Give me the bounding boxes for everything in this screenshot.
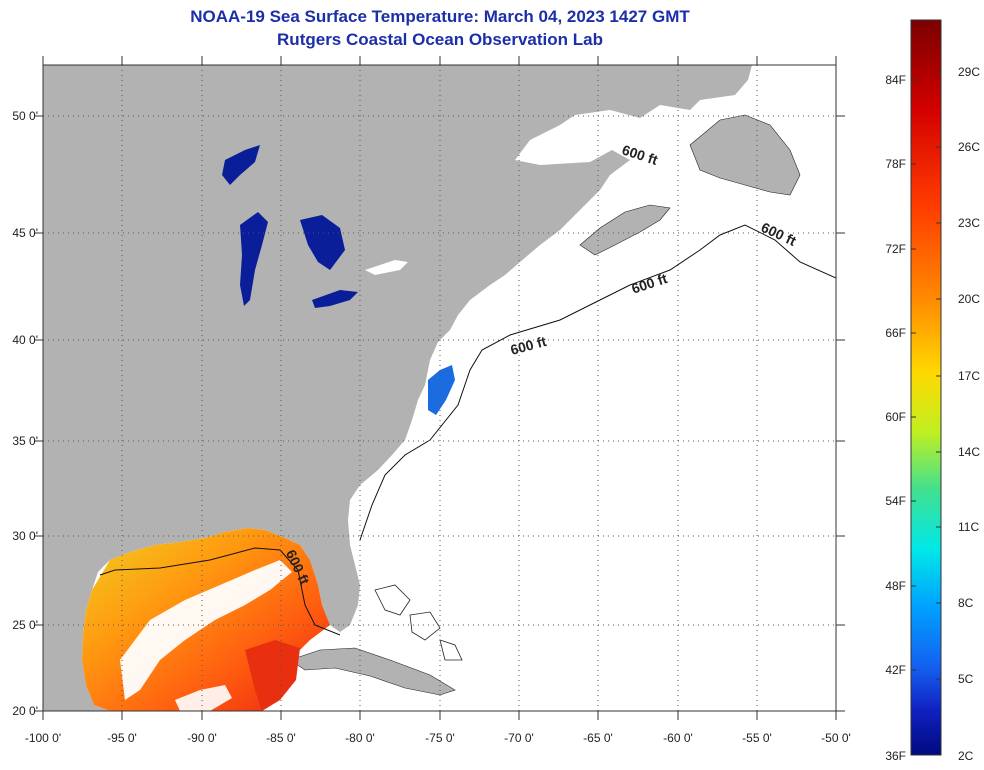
colorbar-f-label: 84F (885, 73, 906, 87)
lat-label: 30 0' (12, 529, 38, 543)
lon-label: -100 0' (25, 731, 61, 745)
chesapeake-sst (428, 365, 455, 415)
land-cuba (289, 647, 456, 696)
colorbar-c-label: 23C (958, 216, 980, 230)
colorbar-fahrenheit-labels: 84F 78F 72F 66F 60F 54F 48F 42F 36F (885, 73, 906, 763)
lat-label: 20 0' (12, 704, 38, 718)
lon-label: -65 0' (583, 731, 613, 745)
chart-subtitle: Rutgers Coastal Ocean Observation Lab (277, 30, 603, 49)
great-lakes (222, 145, 358, 308)
colorbar (910, 19, 942, 756)
lat-label: 40 0' (12, 333, 38, 347)
colorbar-c-label: 14C (958, 445, 980, 459)
lon-label: -75 0' (425, 731, 455, 745)
colorbar-f-label: 60F (885, 410, 906, 424)
colorbar-c-label: 5C (958, 672, 974, 686)
latitude-labels: 50 0' 45 0' 40 0' 35 0' 30 0' 25 0' 20 0… (12, 109, 38, 718)
lat-label: 25 0' (12, 618, 38, 632)
colorbar-f-label: 54F (885, 494, 906, 508)
colorbar-c-label: 20C (958, 292, 980, 306)
lon-label: -90 0' (187, 731, 217, 745)
lat-label: 35 0' (12, 434, 38, 448)
land-north-america (43, 65, 752, 711)
lon-label: -55 0' (742, 731, 772, 745)
contour-600ft (99, 224, 836, 636)
colorbar-f-label: 78F (885, 157, 906, 171)
lon-label: -80 0' (345, 731, 375, 745)
gulf-cloud-mask (120, 560, 292, 700)
lon-label: -85 0' (266, 731, 296, 745)
longitude-labels: -100 0' -95 0' -90 0' -85 0' -80 0' -75 … (25, 731, 851, 745)
graticule (43, 65, 836, 711)
lon-label: -95 0' (107, 731, 137, 745)
colorbar-c-label: 26C (958, 140, 980, 154)
colorbar-f-label: 66F (885, 326, 906, 340)
colorbar-f-label: 42F (885, 663, 906, 677)
land-nova-scotia (579, 204, 671, 256)
colorbar-c-label: 8C (958, 596, 974, 610)
lon-label: -70 0' (504, 731, 534, 745)
colorbar-c-label: 11C (958, 520, 979, 534)
colorbar-celsius-labels: 29C 26C 23C 20C 17C 14C 11C 8C 5C 2C (958, 65, 980, 763)
colorbar-c-label: 17C (958, 369, 980, 383)
lon-label: -60 0' (663, 731, 693, 745)
land-newfoundland (689, 114, 801, 196)
lat-label: 45 0' (12, 226, 38, 240)
colorbar-c-label: 29C (958, 65, 980, 79)
colorbar-c-label: 2C (958, 749, 974, 763)
colorbar-f-label: 36F (885, 749, 906, 763)
lat-label: 50 0' (12, 109, 38, 123)
colorbar-f-label: 48F (885, 579, 906, 593)
colorbar-f-label: 72F (885, 242, 906, 256)
chart-title: NOAA-19 Sea Surface Temperature: March 0… (190, 7, 690, 26)
lon-label: -50 0' (821, 731, 851, 745)
